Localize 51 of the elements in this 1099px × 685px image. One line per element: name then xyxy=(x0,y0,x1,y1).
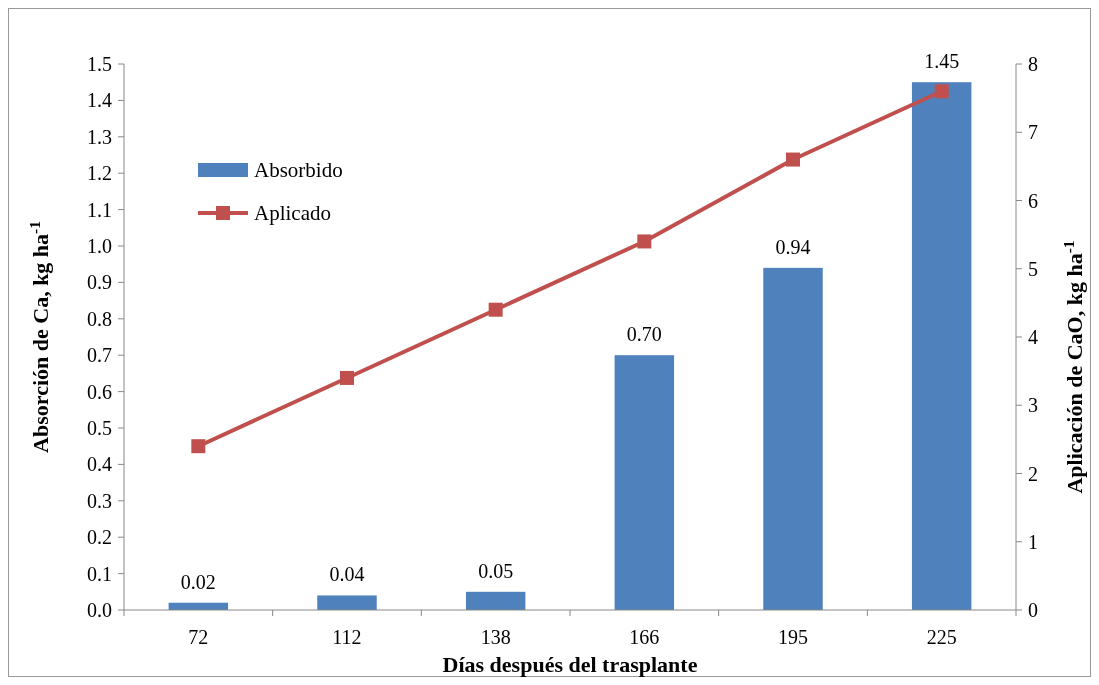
y2-tick-label: 0 xyxy=(1028,599,1038,621)
y2-tick-label: 8 xyxy=(1028,53,1038,75)
y-tick-label: 0.3 xyxy=(87,489,112,512)
y-tick-label: 0.7 xyxy=(87,344,112,367)
data-label: 0.02 xyxy=(180,570,216,593)
y-tick-label: 1.0 xyxy=(87,235,112,257)
bar xyxy=(614,355,675,610)
legend-label: Absorbido xyxy=(254,158,343,183)
point xyxy=(488,302,503,317)
y-tick-label: 1.4 xyxy=(87,89,112,112)
y2-tick-label: 1 xyxy=(1028,530,1038,553)
bar xyxy=(911,82,972,610)
point xyxy=(340,370,354,385)
y-tick-label: 0.1 xyxy=(87,562,112,585)
y-tick-label: 0.9 xyxy=(87,271,112,294)
y2-tick-label: 4 xyxy=(1028,326,1038,348)
point xyxy=(191,439,206,454)
point xyxy=(786,152,800,167)
x-tick-label: 166 xyxy=(629,626,660,648)
y2-tick-label: 6 xyxy=(1028,189,1038,212)
y-tick-label: 1.1 xyxy=(87,198,112,221)
y2-tick-label: 2 xyxy=(1028,462,1038,485)
y-tick-label: 0.0 xyxy=(87,599,112,621)
data-label: 0.70 xyxy=(626,323,662,346)
point xyxy=(934,84,949,99)
data-label: 0.04 xyxy=(329,563,365,586)
y-tick-label: 0.5 xyxy=(87,417,112,439)
data-label: 1.45 xyxy=(924,50,960,73)
bar xyxy=(317,595,377,610)
x-tick-label: 195 xyxy=(778,626,808,648)
y-tick-label: 0.6 xyxy=(87,380,112,403)
y-tick-label: 1.3 xyxy=(87,125,112,148)
point xyxy=(637,234,652,249)
y-tick-label: 0.4 xyxy=(87,453,112,476)
data-label: 0.94 xyxy=(775,235,811,258)
y-tick-label: 0.8 xyxy=(87,307,112,330)
y2-tick-label: 3 xyxy=(1028,394,1038,417)
x-axis-title: Días después del trasplante xyxy=(442,652,698,677)
y-tick-label: 1.2 xyxy=(87,162,112,185)
x-tick-label: 225 xyxy=(926,626,957,648)
y-tick-label: 1.5 xyxy=(87,53,112,75)
bar xyxy=(763,267,823,610)
y2-tick-label: 5 xyxy=(1028,257,1038,280)
x-tick-label: 138 xyxy=(480,626,511,648)
y2-tick-label: 7 xyxy=(1028,121,1038,144)
x-tick-label: 112 xyxy=(332,626,362,648)
y-tick-label: 0.2 xyxy=(87,526,112,549)
bar xyxy=(465,591,526,610)
x-tick-label: 72 xyxy=(188,626,209,648)
data-label: 0.05 xyxy=(478,559,514,582)
legend-label: Aplicado xyxy=(254,201,331,226)
